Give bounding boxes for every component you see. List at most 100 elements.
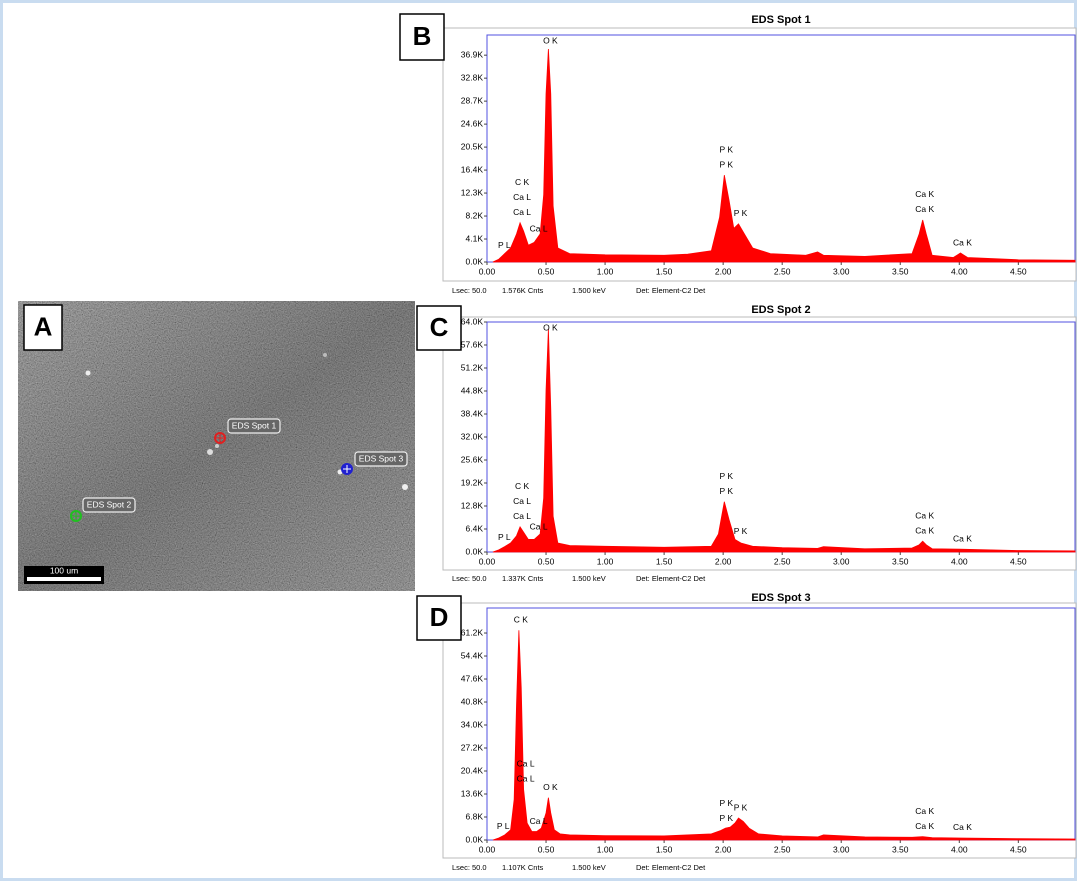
x-tick-label: 3.00 xyxy=(833,556,850,566)
peak-label: Ca K xyxy=(915,821,934,831)
scale-bar-label: 100 um xyxy=(50,565,78,575)
footer-text: 1.337K Cnts xyxy=(502,574,544,583)
y-tick-label: 27.2K xyxy=(461,742,484,752)
peak-label: Ca K xyxy=(915,510,934,520)
y-tick-label: 54.4K xyxy=(461,650,484,660)
y-tick-label: 44.8K xyxy=(461,385,484,395)
footer-text: 1.500 keV xyxy=(572,574,606,583)
peak-label: Ca K xyxy=(953,822,972,832)
footer-text: Det: Element-C2 Det xyxy=(636,863,706,872)
chart-title: EDS Spot 1 xyxy=(751,14,810,26)
peak-label: Ca K xyxy=(915,204,934,214)
peak-label: Ca L xyxy=(513,511,531,521)
x-tick-label: 2.00 xyxy=(715,556,732,566)
plot-area xyxy=(487,608,1075,840)
y-tick-label: 61.2K xyxy=(461,627,484,637)
y-tick-label: 6.8K xyxy=(466,811,484,821)
y-tick-label: 13.6K xyxy=(461,788,484,798)
y-tick-label: 12.8K xyxy=(461,500,484,510)
peak-label: P L xyxy=(498,532,511,542)
spot-label: EDS Spot 3 xyxy=(359,453,404,463)
x-tick-label: 4.00 xyxy=(951,844,968,854)
x-tick-label: 4.50 xyxy=(1010,266,1027,276)
x-tick-label: 1.50 xyxy=(656,844,673,854)
x-tick-label: 4.00 xyxy=(951,266,968,276)
charts: EDS Spot 1 0.0K 4.1K 8.2K 12.3K 16.4K 20.5K 24.… xyxy=(443,14,1076,872)
peak-label: Ca L xyxy=(517,774,535,784)
peak-label: P L xyxy=(498,240,511,250)
x-tick-label: 1.50 xyxy=(656,266,673,276)
speck xyxy=(402,484,408,490)
x-tick-label: 2.00 xyxy=(715,844,732,854)
y-tick-label: 8.2K xyxy=(466,210,484,220)
x-tick-label: 1.50 xyxy=(656,556,673,566)
peak-label: Ca K xyxy=(953,237,972,247)
peak-label: P K xyxy=(720,471,734,481)
footer-text: Lsec: 50.0 xyxy=(452,574,487,583)
y-tick-label: 47.6K xyxy=(461,673,484,683)
x-tick-label: 1.00 xyxy=(597,556,614,566)
peak-label: Ca L xyxy=(513,207,531,217)
panel-letter: B xyxy=(413,21,432,51)
peak-label: Ca L xyxy=(513,496,531,506)
peak-label: Ca K xyxy=(915,189,934,199)
peak-label: P K xyxy=(720,159,734,169)
x-tick-label: 2.50 xyxy=(774,556,791,566)
x-tick-label: 0.00 xyxy=(479,556,496,566)
y-tick-label: 32.0K xyxy=(461,431,484,441)
speck xyxy=(215,444,219,448)
panel-letter: A xyxy=(34,311,53,341)
peak-label: Ca K xyxy=(915,806,934,816)
peak-label: O K xyxy=(543,35,558,45)
peak-label: Ca L xyxy=(530,816,548,826)
plot-area xyxy=(487,35,1075,262)
peak-label: Ca L xyxy=(530,223,548,233)
peak-label: O K xyxy=(543,322,558,332)
peak-label: Ca L xyxy=(513,192,531,202)
footer-text: 1.500 keV xyxy=(572,863,606,872)
peak-label: Ca L xyxy=(530,522,548,532)
panel-letter: D xyxy=(430,602,449,632)
x-tick-label: 3.50 xyxy=(892,266,909,276)
footer-text: Det: Element-C2 Det xyxy=(636,286,706,295)
x-tick-label: 2.00 xyxy=(715,266,732,276)
x-tick-label: 0.50 xyxy=(538,556,555,566)
footer-text: Lsec: 50.0 xyxy=(452,286,487,295)
y-tick-label: 36.9K xyxy=(461,49,484,59)
page: EDS Spot 1 EDS Spot 2 EDS Spot 3 100 um EDS… xyxy=(0,0,1077,881)
peak-label: C K xyxy=(515,177,530,187)
peak-label: C K xyxy=(514,615,529,625)
spot-label: EDS Spot 1 xyxy=(232,420,277,430)
x-tick-label: 1.00 xyxy=(597,266,614,276)
peak-label: P K xyxy=(720,144,734,154)
x-tick-label: 3.00 xyxy=(833,266,850,276)
y-tick-label: 20.5K xyxy=(461,141,484,151)
y-tick-label: 0.0K xyxy=(466,546,484,556)
y-tick-label: 4.1K xyxy=(466,233,484,243)
x-tick-label: 0.50 xyxy=(538,844,555,854)
peak-label: P K xyxy=(734,802,748,812)
y-tick-label: 51.2K xyxy=(461,362,484,372)
y-tick-label: 28.7K xyxy=(461,95,484,105)
y-tick-label: 6.4K xyxy=(466,523,484,533)
plot-area xyxy=(487,322,1075,552)
spot-label: EDS Spot 2 xyxy=(87,499,132,509)
x-tick-label: 0.00 xyxy=(479,266,496,276)
y-tick-label: 25.6K xyxy=(461,454,484,464)
peak-label: P K xyxy=(720,813,734,823)
sem-image xyxy=(18,301,415,591)
x-tick-label: 4.50 xyxy=(1010,556,1027,566)
y-tick-label: 16.4K xyxy=(461,164,484,174)
speck xyxy=(207,449,213,455)
footer-text: 1.576K Cnts xyxy=(502,286,544,295)
y-tick-label: 64.0K xyxy=(461,316,484,326)
peak-label: C K xyxy=(515,481,530,491)
footer-text: 1.107K Cnts xyxy=(502,863,544,872)
peak-label: O K xyxy=(543,782,558,792)
peak-label: P K xyxy=(720,798,734,808)
peak-label: P K xyxy=(720,486,734,496)
x-tick-label: 4.50 xyxy=(1010,844,1027,854)
y-tick-label: 34.0K xyxy=(461,719,484,729)
y-tick-label: 24.6K xyxy=(461,118,484,128)
y-tick-label: 12.3K xyxy=(461,187,484,197)
